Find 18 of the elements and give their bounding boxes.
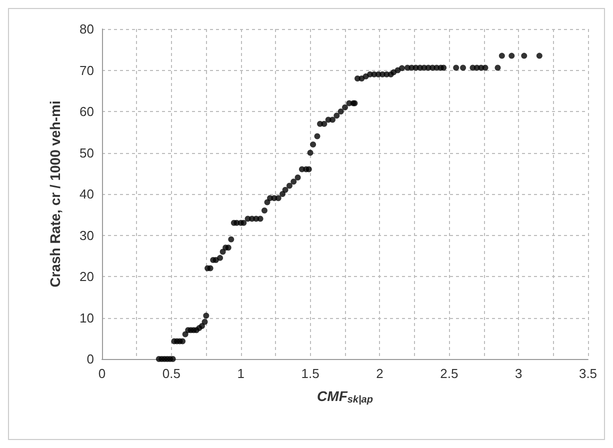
y-tick-label: 20 <box>80 269 94 284</box>
y-tick-label: 0 <box>86 352 94 366</box>
x-tick-label: 3 <box>514 366 522 381</box>
x-tick-label: 1.5 <box>301 366 320 381</box>
y-tick-label: 60 <box>80 104 94 119</box>
y-tick-label: 50 <box>80 145 94 160</box>
y-tick-label: 70 <box>80 62 94 78</box>
x-tick-label: 0.5 <box>162 366 180 381</box>
x-tick-label: 1 <box>237 366 244 381</box>
y-tick-label: 80 <box>80 22 94 36</box>
y-axis-title: Crash Rate, cr / 1000 veh-mi <box>47 100 63 288</box>
y-tick-label: 10 <box>80 310 94 326</box>
x-tick-label: 3.5 <box>578 366 598 381</box>
x-tick-label: 2 <box>376 366 384 381</box>
x-tick-label: 2.5 <box>440 366 458 381</box>
x-tick-label: 0 <box>98 366 106 381</box>
y-tick-label: 40 <box>80 186 94 202</box>
y-tick-label: 30 <box>80 228 94 243</box>
